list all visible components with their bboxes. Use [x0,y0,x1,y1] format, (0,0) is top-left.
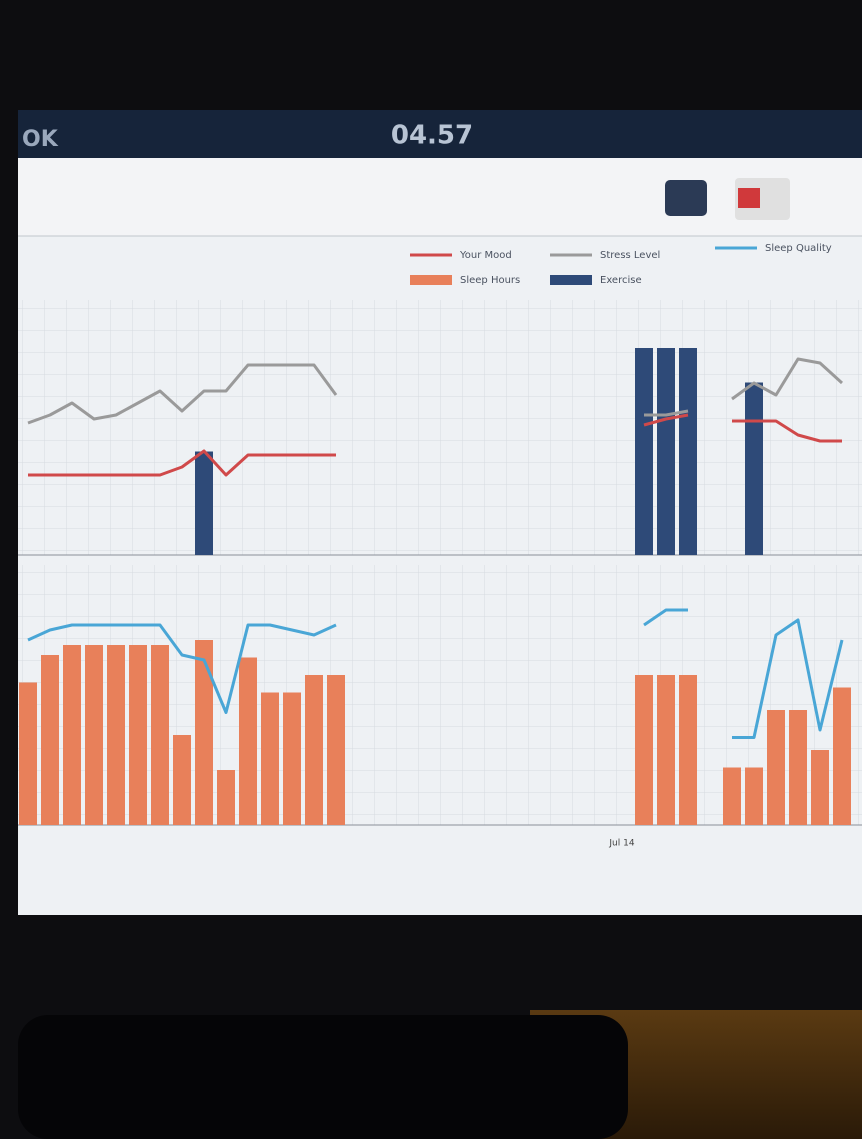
bar [745,383,763,556]
bar [173,735,191,825]
page: OK 04.57 Your Mood Stress Level Sleep Qual… [0,0,862,1139]
bar [657,675,675,825]
bar [261,693,279,826]
legend-label: Stress Level [600,250,660,261]
bar [283,693,301,826]
bar [85,645,103,825]
legend-label: Sleep Quality [765,243,832,254]
legend-label: Sleep Hours [460,275,520,286]
bar [305,675,323,825]
print-button[interactable] [665,180,707,216]
bar [107,645,125,825]
bar [657,348,675,555]
bar [63,645,81,825]
device-edge [18,1015,628,1139]
bar [239,658,257,826]
legend-label: Your Mood [459,250,512,261]
bar [811,750,829,825]
bar [151,645,169,825]
bar [217,770,235,825]
bar [635,348,653,555]
bar [745,768,763,826]
clock: 04.57 [391,121,473,151]
bar [635,675,653,825]
top-chart-area [18,300,862,555]
x-tick-label: Jul 14 [608,839,634,849]
bar [679,675,697,825]
legend-swatch [550,275,592,285]
carrier: OK [22,127,59,152]
bar [679,348,697,555]
bar [767,710,785,825]
bar [327,675,345,825]
bar [789,710,807,825]
bar [833,688,851,826]
legend-label: Exercise [600,275,642,286]
bar [195,452,213,556]
bar [723,768,741,826]
bar [41,655,59,825]
bar [129,645,147,825]
delete-icon [738,188,760,208]
bar [195,640,213,825]
bar [19,683,37,826]
legend-swatch [410,275,452,285]
photo: OK 04.57 Your Mood Stress Level Sleep Qual… [0,0,862,1139]
